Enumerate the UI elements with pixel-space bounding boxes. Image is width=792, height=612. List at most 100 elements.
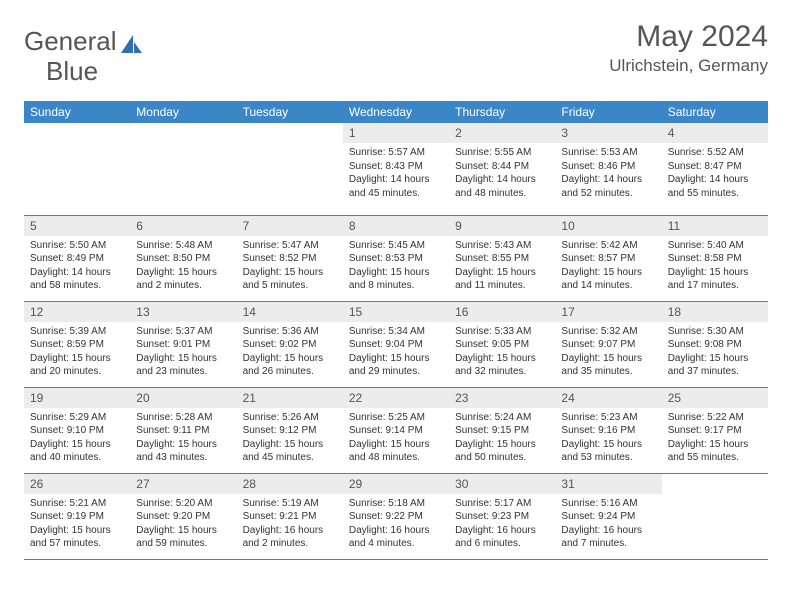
calendar-cell: 15Sunrise: 5:34 AMSunset: 9:04 PMDayligh…	[343, 301, 449, 387]
day-body: Sunrise: 5:19 AMSunset: 9:21 PMDaylight:…	[237, 494, 343, 555]
sunrise-line: Sunrise: 5:47 AM	[243, 239, 337, 253]
sunset-line: Sunset: 9:12 PM	[243, 424, 337, 438]
weekday-header: Friday	[555, 101, 661, 123]
day-number: 31	[555, 474, 661, 494]
day-body: Sunrise: 5:52 AMSunset: 8:47 PMDaylight:…	[662, 143, 768, 204]
sunrise-line: Sunrise: 5:16 AM	[561, 497, 655, 511]
daylight-line: Daylight: 15 hours and 59 minutes.	[136, 524, 230, 551]
weekday-header: Wednesday	[343, 101, 449, 123]
sunset-line: Sunset: 9:14 PM	[349, 424, 443, 438]
calendar-cell: ..	[24, 123, 130, 215]
calendar-cell: 20Sunrise: 5:28 AMSunset: 9:11 PMDayligh…	[130, 387, 236, 473]
sunset-line: Sunset: 8:59 PM	[30, 338, 124, 352]
day-number: 1	[343, 123, 449, 143]
day-number: 22	[343, 388, 449, 408]
calendar-cell: 2Sunrise: 5:55 AMSunset: 8:44 PMDaylight…	[449, 123, 555, 215]
sunrise-line: Sunrise: 5:40 AM	[668, 239, 762, 253]
calendar-cell: 27Sunrise: 5:20 AMSunset: 9:20 PMDayligh…	[130, 473, 236, 559]
day-number: 14	[237, 302, 343, 322]
calendar-cell: 7Sunrise: 5:47 AMSunset: 8:52 PMDaylight…	[237, 215, 343, 301]
day-body: Sunrise: 5:17 AMSunset: 9:23 PMDaylight:…	[449, 494, 555, 555]
daylight-line: Daylight: 14 hours and 58 minutes.	[30, 266, 124, 293]
day-body: Sunrise: 5:33 AMSunset: 9:05 PMDaylight:…	[449, 322, 555, 383]
weekday-header: Saturday	[662, 101, 768, 123]
sunrise-line: Sunrise: 5:42 AM	[561, 239, 655, 253]
day-number: 11	[662, 216, 768, 236]
weekday-header: Monday	[130, 101, 236, 123]
sunset-line: Sunset: 9:11 PM	[136, 424, 230, 438]
daylight-line: Daylight: 14 hours and 48 minutes.	[455, 173, 549, 200]
day-number: 26	[24, 474, 130, 494]
calendar-cell: 11Sunrise: 5:40 AMSunset: 8:58 PMDayligh…	[662, 215, 768, 301]
daylight-line: Daylight: 15 hours and 8 minutes.	[349, 266, 443, 293]
daylight-line: Daylight: 15 hours and 26 minutes.	[243, 352, 337, 379]
day-number: 20	[130, 388, 236, 408]
calendar-cell: 30Sunrise: 5:17 AMSunset: 9:23 PMDayligh…	[449, 473, 555, 559]
calendar-cell: 28Sunrise: 5:19 AMSunset: 9:21 PMDayligh…	[237, 473, 343, 559]
day-body: Sunrise: 5:22 AMSunset: 9:17 PMDaylight:…	[662, 408, 768, 469]
weekday-header: Sunday	[24, 101, 130, 123]
sunrise-line: Sunrise: 5:29 AM	[30, 411, 124, 425]
day-body: Sunrise: 5:37 AMSunset: 9:01 PMDaylight:…	[130, 322, 236, 383]
sunset-line: Sunset: 8:57 PM	[561, 252, 655, 266]
daylight-line: Daylight: 15 hours and 48 minutes.	[349, 438, 443, 465]
sunset-line: Sunset: 8:46 PM	[561, 160, 655, 174]
day-body: Sunrise: 5:25 AMSunset: 9:14 PMDaylight:…	[343, 408, 449, 469]
day-number: 28	[237, 474, 343, 494]
logo-text-1: General	[24, 26, 117, 57]
daylight-line: Daylight: 15 hours and 20 minutes.	[30, 352, 124, 379]
sunrise-line: Sunrise: 5:18 AM	[349, 497, 443, 511]
sunset-line: Sunset: 9:21 PM	[243, 510, 337, 524]
day-number: 18	[662, 302, 768, 322]
calendar-cell: 17Sunrise: 5:32 AMSunset: 9:07 PMDayligh…	[555, 301, 661, 387]
day-number: 8	[343, 216, 449, 236]
daylight-line: Daylight: 15 hours and 37 minutes.	[668, 352, 762, 379]
sunrise-line: Sunrise: 5:22 AM	[668, 411, 762, 425]
day-body: Sunrise: 5:47 AMSunset: 8:52 PMDaylight:…	[237, 236, 343, 297]
day-number: 17	[555, 302, 661, 322]
daylight-line: Daylight: 15 hours and 17 minutes.	[668, 266, 762, 293]
day-body: Sunrise: 5:21 AMSunset: 9:19 PMDaylight:…	[24, 494, 130, 555]
day-number: 27	[130, 474, 236, 494]
day-body: Sunrise: 5:28 AMSunset: 9:11 PMDaylight:…	[130, 408, 236, 469]
sunset-line: Sunset: 9:19 PM	[30, 510, 124, 524]
sunrise-line: Sunrise: 5:53 AM	[561, 146, 655, 160]
sunset-line: Sunset: 9:20 PM	[136, 510, 230, 524]
calendar-cell: ..	[130, 123, 236, 215]
calendar-row: 19Sunrise: 5:29 AMSunset: 9:10 PMDayligh…	[24, 387, 768, 473]
weekday-header-row: Sunday Monday Tuesday Wednesday Thursday…	[24, 101, 768, 123]
sunset-line: Sunset: 8:50 PM	[136, 252, 230, 266]
calendar-cell: 9Sunrise: 5:43 AMSunset: 8:55 PMDaylight…	[449, 215, 555, 301]
day-body: Sunrise: 5:36 AMSunset: 9:02 PMDaylight:…	[237, 322, 343, 383]
sunrise-line: Sunrise: 5:19 AM	[243, 497, 337, 511]
daylight-line: Daylight: 14 hours and 45 minutes.	[349, 173, 443, 200]
day-number: 15	[343, 302, 449, 322]
sunset-line: Sunset: 9:17 PM	[668, 424, 762, 438]
daylight-line: Daylight: 15 hours and 35 minutes.	[561, 352, 655, 379]
location-label: Ulrichstein, Germany	[609, 56, 768, 76]
day-body: Sunrise: 5:18 AMSunset: 9:22 PMDaylight:…	[343, 494, 449, 555]
sunset-line: Sunset: 9:22 PM	[349, 510, 443, 524]
daylight-line: Daylight: 16 hours and 4 minutes.	[349, 524, 443, 551]
calendar-cell: 29Sunrise: 5:18 AMSunset: 9:22 PMDayligh…	[343, 473, 449, 559]
sunrise-line: Sunrise: 5:39 AM	[30, 325, 124, 339]
sunrise-line: Sunrise: 5:33 AM	[455, 325, 549, 339]
daylight-line: Daylight: 15 hours and 11 minutes.	[455, 266, 549, 293]
sail-icon	[119, 33, 143, 55]
calendar-cell: 31Sunrise: 5:16 AMSunset: 9:24 PMDayligh…	[555, 473, 661, 559]
daylight-line: Daylight: 16 hours and 6 minutes.	[455, 524, 549, 551]
sunset-line: Sunset: 9:02 PM	[243, 338, 337, 352]
day-body: Sunrise: 5:16 AMSunset: 9:24 PMDaylight:…	[555, 494, 661, 555]
day-body: Sunrise: 5:34 AMSunset: 9:04 PMDaylight:…	[343, 322, 449, 383]
day-body: Sunrise: 5:24 AMSunset: 9:15 PMDaylight:…	[449, 408, 555, 469]
day-number: 5	[24, 216, 130, 236]
sunset-line: Sunset: 9:10 PM	[30, 424, 124, 438]
day-body: Sunrise: 5:42 AMSunset: 8:57 PMDaylight:…	[555, 236, 661, 297]
calendar-cell: 12Sunrise: 5:39 AMSunset: 8:59 PMDayligh…	[24, 301, 130, 387]
sunrise-line: Sunrise: 5:52 AM	[668, 146, 762, 160]
calendar-cell: 24Sunrise: 5:23 AMSunset: 9:16 PMDayligh…	[555, 387, 661, 473]
day-number: 7	[237, 216, 343, 236]
sunset-line: Sunset: 8:53 PM	[349, 252, 443, 266]
sunrise-line: Sunrise: 5:25 AM	[349, 411, 443, 425]
day-body: Sunrise: 5:45 AMSunset: 8:53 PMDaylight:…	[343, 236, 449, 297]
